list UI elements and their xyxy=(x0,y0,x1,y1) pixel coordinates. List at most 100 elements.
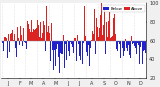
Bar xyxy=(16,41,17,57)
Bar xyxy=(119,41,120,44)
Bar xyxy=(137,41,138,43)
Bar xyxy=(143,41,144,58)
Bar xyxy=(113,18,114,41)
Bar xyxy=(135,41,136,48)
Bar xyxy=(144,41,145,50)
Bar xyxy=(86,41,87,52)
Bar xyxy=(142,41,143,64)
Bar xyxy=(125,39,126,41)
Bar xyxy=(20,26,21,41)
Bar xyxy=(3,41,4,51)
Bar xyxy=(57,41,58,44)
Bar xyxy=(134,41,135,46)
Bar xyxy=(139,41,140,64)
Bar xyxy=(38,25,39,41)
Bar xyxy=(100,15,101,41)
Bar xyxy=(31,20,32,41)
Bar xyxy=(46,6,47,41)
Bar xyxy=(47,32,48,41)
Bar xyxy=(54,41,55,50)
Bar xyxy=(14,34,15,41)
Bar xyxy=(39,37,40,41)
Bar xyxy=(83,41,84,43)
Bar xyxy=(118,41,119,42)
Bar xyxy=(105,41,106,54)
Bar xyxy=(94,9,95,41)
Bar xyxy=(41,38,42,41)
Bar xyxy=(124,41,125,52)
Bar xyxy=(64,41,65,68)
Bar xyxy=(53,41,54,53)
Bar xyxy=(82,41,83,64)
Bar xyxy=(136,41,137,54)
Bar xyxy=(49,33,50,41)
Bar xyxy=(13,40,14,41)
Bar xyxy=(126,41,127,48)
Bar xyxy=(68,41,69,51)
Bar xyxy=(117,41,118,51)
Bar xyxy=(52,41,53,50)
Bar xyxy=(90,41,91,48)
Bar xyxy=(7,41,8,58)
Bar xyxy=(63,35,64,41)
Bar xyxy=(77,35,78,41)
Bar xyxy=(70,41,71,42)
Bar xyxy=(104,9,105,41)
Bar xyxy=(111,37,112,41)
Bar xyxy=(110,38,111,41)
Bar xyxy=(80,41,81,60)
Bar xyxy=(106,22,107,41)
Bar xyxy=(22,41,23,46)
Bar xyxy=(9,19,10,41)
Bar xyxy=(101,3,102,41)
Bar xyxy=(66,41,67,60)
Bar xyxy=(45,41,46,51)
Bar xyxy=(74,38,75,41)
Bar xyxy=(8,34,9,41)
Bar xyxy=(140,41,141,47)
Bar xyxy=(120,41,121,58)
Bar xyxy=(112,36,113,41)
Bar xyxy=(50,41,51,61)
Bar xyxy=(24,41,25,42)
Bar xyxy=(85,36,86,41)
Bar xyxy=(87,41,88,56)
Bar xyxy=(51,23,52,41)
Bar xyxy=(17,27,18,41)
Bar xyxy=(76,41,77,61)
Bar xyxy=(73,41,74,53)
Bar xyxy=(32,27,33,41)
Bar xyxy=(128,41,129,45)
Bar xyxy=(27,21,28,41)
Bar xyxy=(116,41,117,45)
Bar xyxy=(30,32,31,41)
Bar xyxy=(133,41,134,43)
Bar xyxy=(129,41,130,55)
Bar xyxy=(4,37,5,41)
Bar xyxy=(78,41,79,59)
Bar xyxy=(114,14,115,41)
Bar xyxy=(79,41,80,56)
Bar xyxy=(97,19,98,41)
Bar xyxy=(65,41,66,44)
Bar xyxy=(11,40,12,41)
Bar xyxy=(69,41,70,56)
Bar xyxy=(42,33,43,41)
Bar xyxy=(44,25,45,41)
Bar xyxy=(19,41,20,45)
Bar xyxy=(15,25,16,41)
Bar xyxy=(10,34,11,41)
Bar xyxy=(36,28,37,41)
Bar xyxy=(23,28,24,41)
Bar xyxy=(109,12,110,41)
Bar xyxy=(55,39,56,41)
Bar xyxy=(5,37,6,41)
Bar xyxy=(56,41,57,49)
Bar xyxy=(92,31,93,41)
Bar xyxy=(131,35,132,41)
Bar xyxy=(43,21,44,41)
Bar xyxy=(75,38,76,41)
Bar xyxy=(132,41,133,44)
Bar xyxy=(96,18,97,41)
Bar xyxy=(59,41,60,51)
